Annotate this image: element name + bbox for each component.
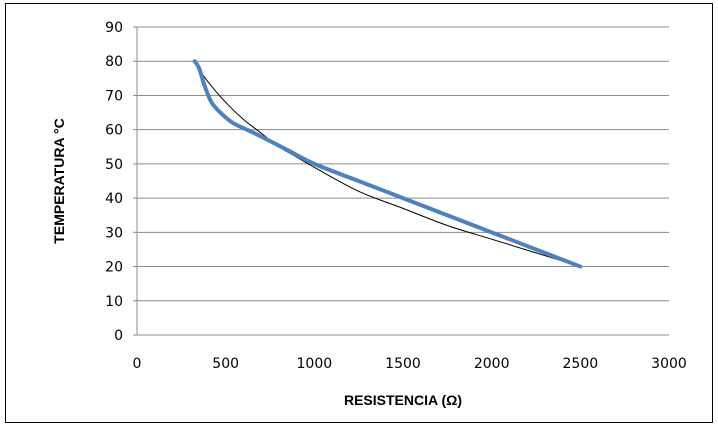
y-tick-label: 0 [114,328,123,344]
y-tick-label: 30 [105,225,123,241]
series-line-thick [192,59,583,269]
y-tick-label: 50 [105,157,123,173]
x-axis-title: RESISTENCIA (Ω) [344,392,462,408]
x-tick-label: 0 [133,356,142,372]
series-line-thin [195,64,581,268]
x-tick-label: 3000 [651,356,687,372]
y-tick-label: 60 [105,123,123,139]
y-axis-title: TEMPERATURA °C [51,118,67,243]
gridlines [137,26,669,302]
x-tick-label: 1000 [297,356,333,372]
x-tick-label: 2000 [474,356,510,372]
y-tick-label: 80 [105,54,123,70]
x-tick-labels: 0 500 1000 1500 2000 2500 3000 [133,356,687,372]
y-tick-labels: 0 10 20 30 40 50 60 70 80 90 [105,20,123,344]
series-lines [192,59,583,269]
y-tick-label: 90 [105,20,123,36]
y-tick-label: 10 [105,294,123,310]
axes [133,26,669,336]
x-tick-label: 2500 [563,356,599,372]
y-tick-label: 40 [105,191,123,207]
x-tick-label: 500 [212,356,239,372]
chart-plot: 0 10 20 30 40 50 60 70 80 90 0 500 1000 1500 2000 2500… [51,20,687,408]
y-tick-label: 20 [105,260,123,276]
x-tick-label: 1500 [385,356,421,372]
chart-frame: 0 10 20 30 40 50 60 70 80 90 0 500 1000 1500 2000 2500… [5,3,713,423]
y-tick-label: 70 [105,88,123,104]
